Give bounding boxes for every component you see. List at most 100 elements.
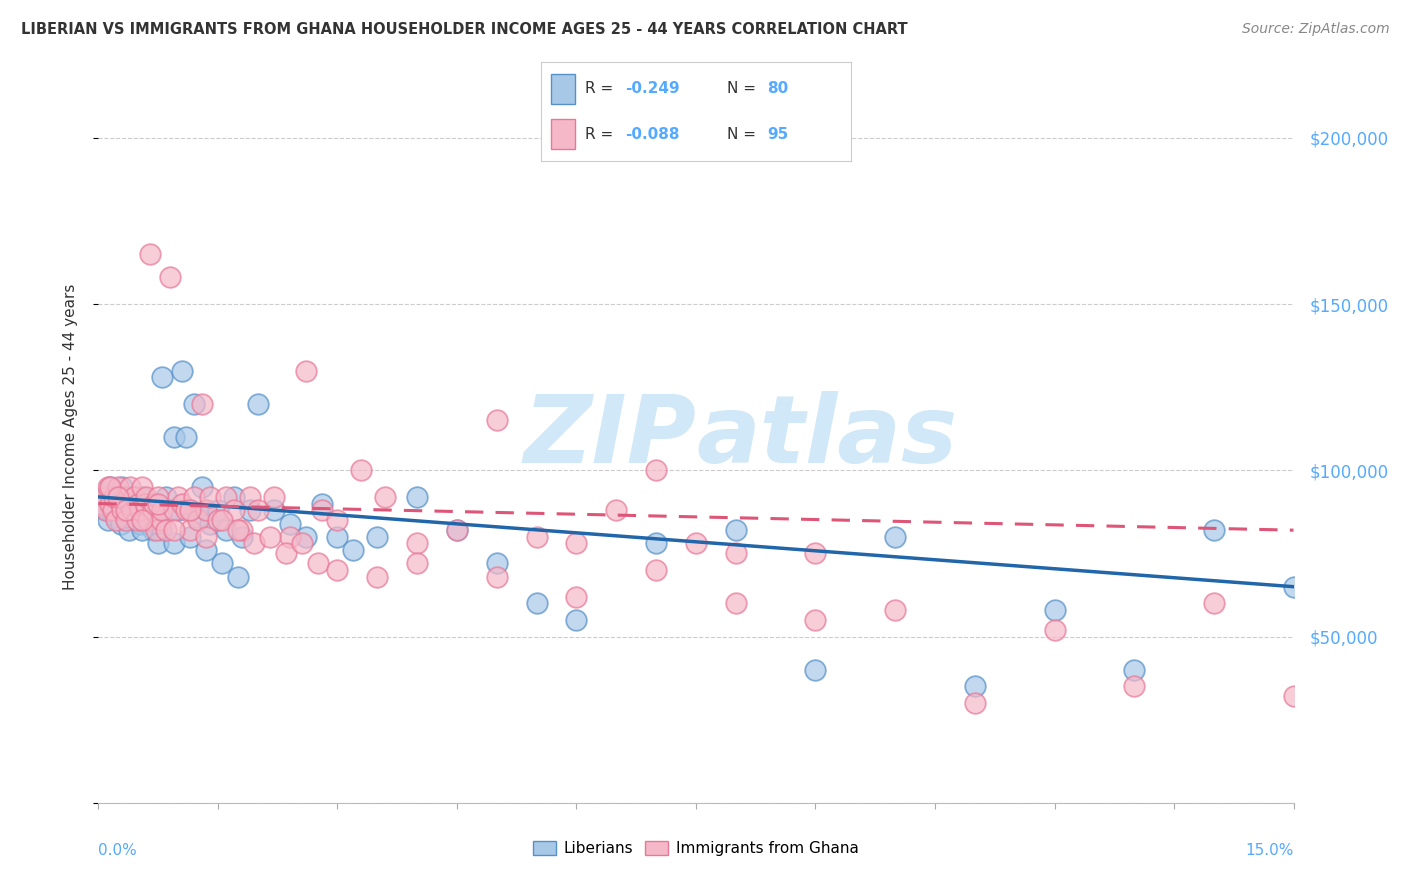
Point [167, 503, 190, 517]
Point [259, 530, 281, 544]
Point [278, 530, 301, 544]
Point [148, 497, 170, 511]
Point [222, 503, 245, 517]
Point [112, 490, 135, 504]
Point [115, 503, 138, 517]
Point [366, 530, 388, 544]
Point [207, 513, 229, 527]
Point [326, 530, 349, 544]
Point [159, 503, 181, 517]
Text: 95: 95 [768, 127, 789, 142]
Point [149, 523, 172, 537]
Y-axis label: Householder Income Ages 25 - 44 years: Householder Income Ages 25 - 44 years [63, 284, 77, 591]
Point [565, 590, 588, 604]
Point [98, 480, 122, 494]
Point [294, 363, 316, 377]
Point [239, 490, 262, 504]
Point [150, 503, 173, 517]
Point [179, 503, 201, 517]
Text: 80: 80 [768, 81, 789, 96]
Point [142, 503, 165, 517]
Point [231, 530, 253, 544]
Point [97, 513, 120, 527]
Point [278, 516, 301, 531]
Point [145, 516, 167, 531]
Point [143, 497, 166, 511]
Point [110, 516, 132, 531]
Point [645, 463, 668, 477]
Point [143, 497, 166, 511]
Point [163, 523, 186, 537]
Point [485, 557, 508, 571]
Point [685, 536, 707, 550]
Point [239, 503, 262, 517]
Point [94, 503, 117, 517]
Point [101, 503, 124, 517]
Point [187, 509, 209, 524]
Point [94, 490, 117, 504]
Point [1282, 690, 1305, 704]
Point [96, 490, 118, 504]
Point [118, 497, 141, 511]
Point [131, 523, 153, 537]
Point [118, 523, 141, 537]
Point [526, 530, 548, 544]
Point [107, 497, 129, 511]
Text: 0.0%: 0.0% [98, 843, 138, 858]
Point [1123, 680, 1146, 694]
Point [155, 490, 177, 504]
Text: -0.088: -0.088 [624, 127, 679, 142]
Point [98, 503, 122, 517]
Point [963, 696, 986, 710]
Point [179, 523, 201, 537]
Point [145, 523, 167, 537]
Point [291, 536, 314, 550]
Point [128, 503, 150, 517]
Legend: Liberians, Immigrants from Ghana: Liberians, Immigrants from Ghana [529, 837, 863, 861]
Point [326, 563, 349, 577]
Point [263, 503, 285, 517]
Point [135, 497, 157, 511]
Point [446, 523, 468, 537]
Point [98, 480, 122, 494]
Point [127, 497, 149, 511]
Point [183, 397, 205, 411]
Text: ZIP: ZIP [523, 391, 696, 483]
Point [645, 536, 668, 550]
Point [211, 513, 233, 527]
Point [115, 490, 138, 504]
Point [884, 603, 907, 617]
Point [107, 497, 129, 511]
Point [135, 490, 157, 504]
Point [148, 536, 170, 550]
Point [179, 503, 201, 517]
Point [294, 530, 316, 544]
Point [215, 490, 238, 504]
Point [104, 509, 127, 524]
Point [179, 530, 201, 544]
Point [724, 596, 747, 610]
Point [884, 530, 907, 544]
Point [804, 663, 827, 677]
Point [366, 570, 388, 584]
Point [183, 490, 205, 504]
Point [804, 546, 827, 560]
Text: Source: ZipAtlas.com: Source: ZipAtlas.com [1241, 22, 1389, 37]
Point [350, 463, 373, 477]
Point [191, 397, 214, 411]
Point [724, 523, 747, 537]
Point [274, 546, 297, 560]
Point [406, 490, 429, 504]
Point [311, 497, 333, 511]
Point [136, 513, 159, 527]
Point [963, 680, 986, 694]
Point [1202, 596, 1225, 610]
Point [565, 613, 588, 627]
Point [96, 503, 118, 517]
Point [139, 247, 162, 261]
Point [222, 490, 245, 504]
Text: R =: R = [585, 81, 617, 96]
Point [103, 490, 125, 504]
Point [198, 516, 221, 531]
Point [191, 480, 214, 494]
